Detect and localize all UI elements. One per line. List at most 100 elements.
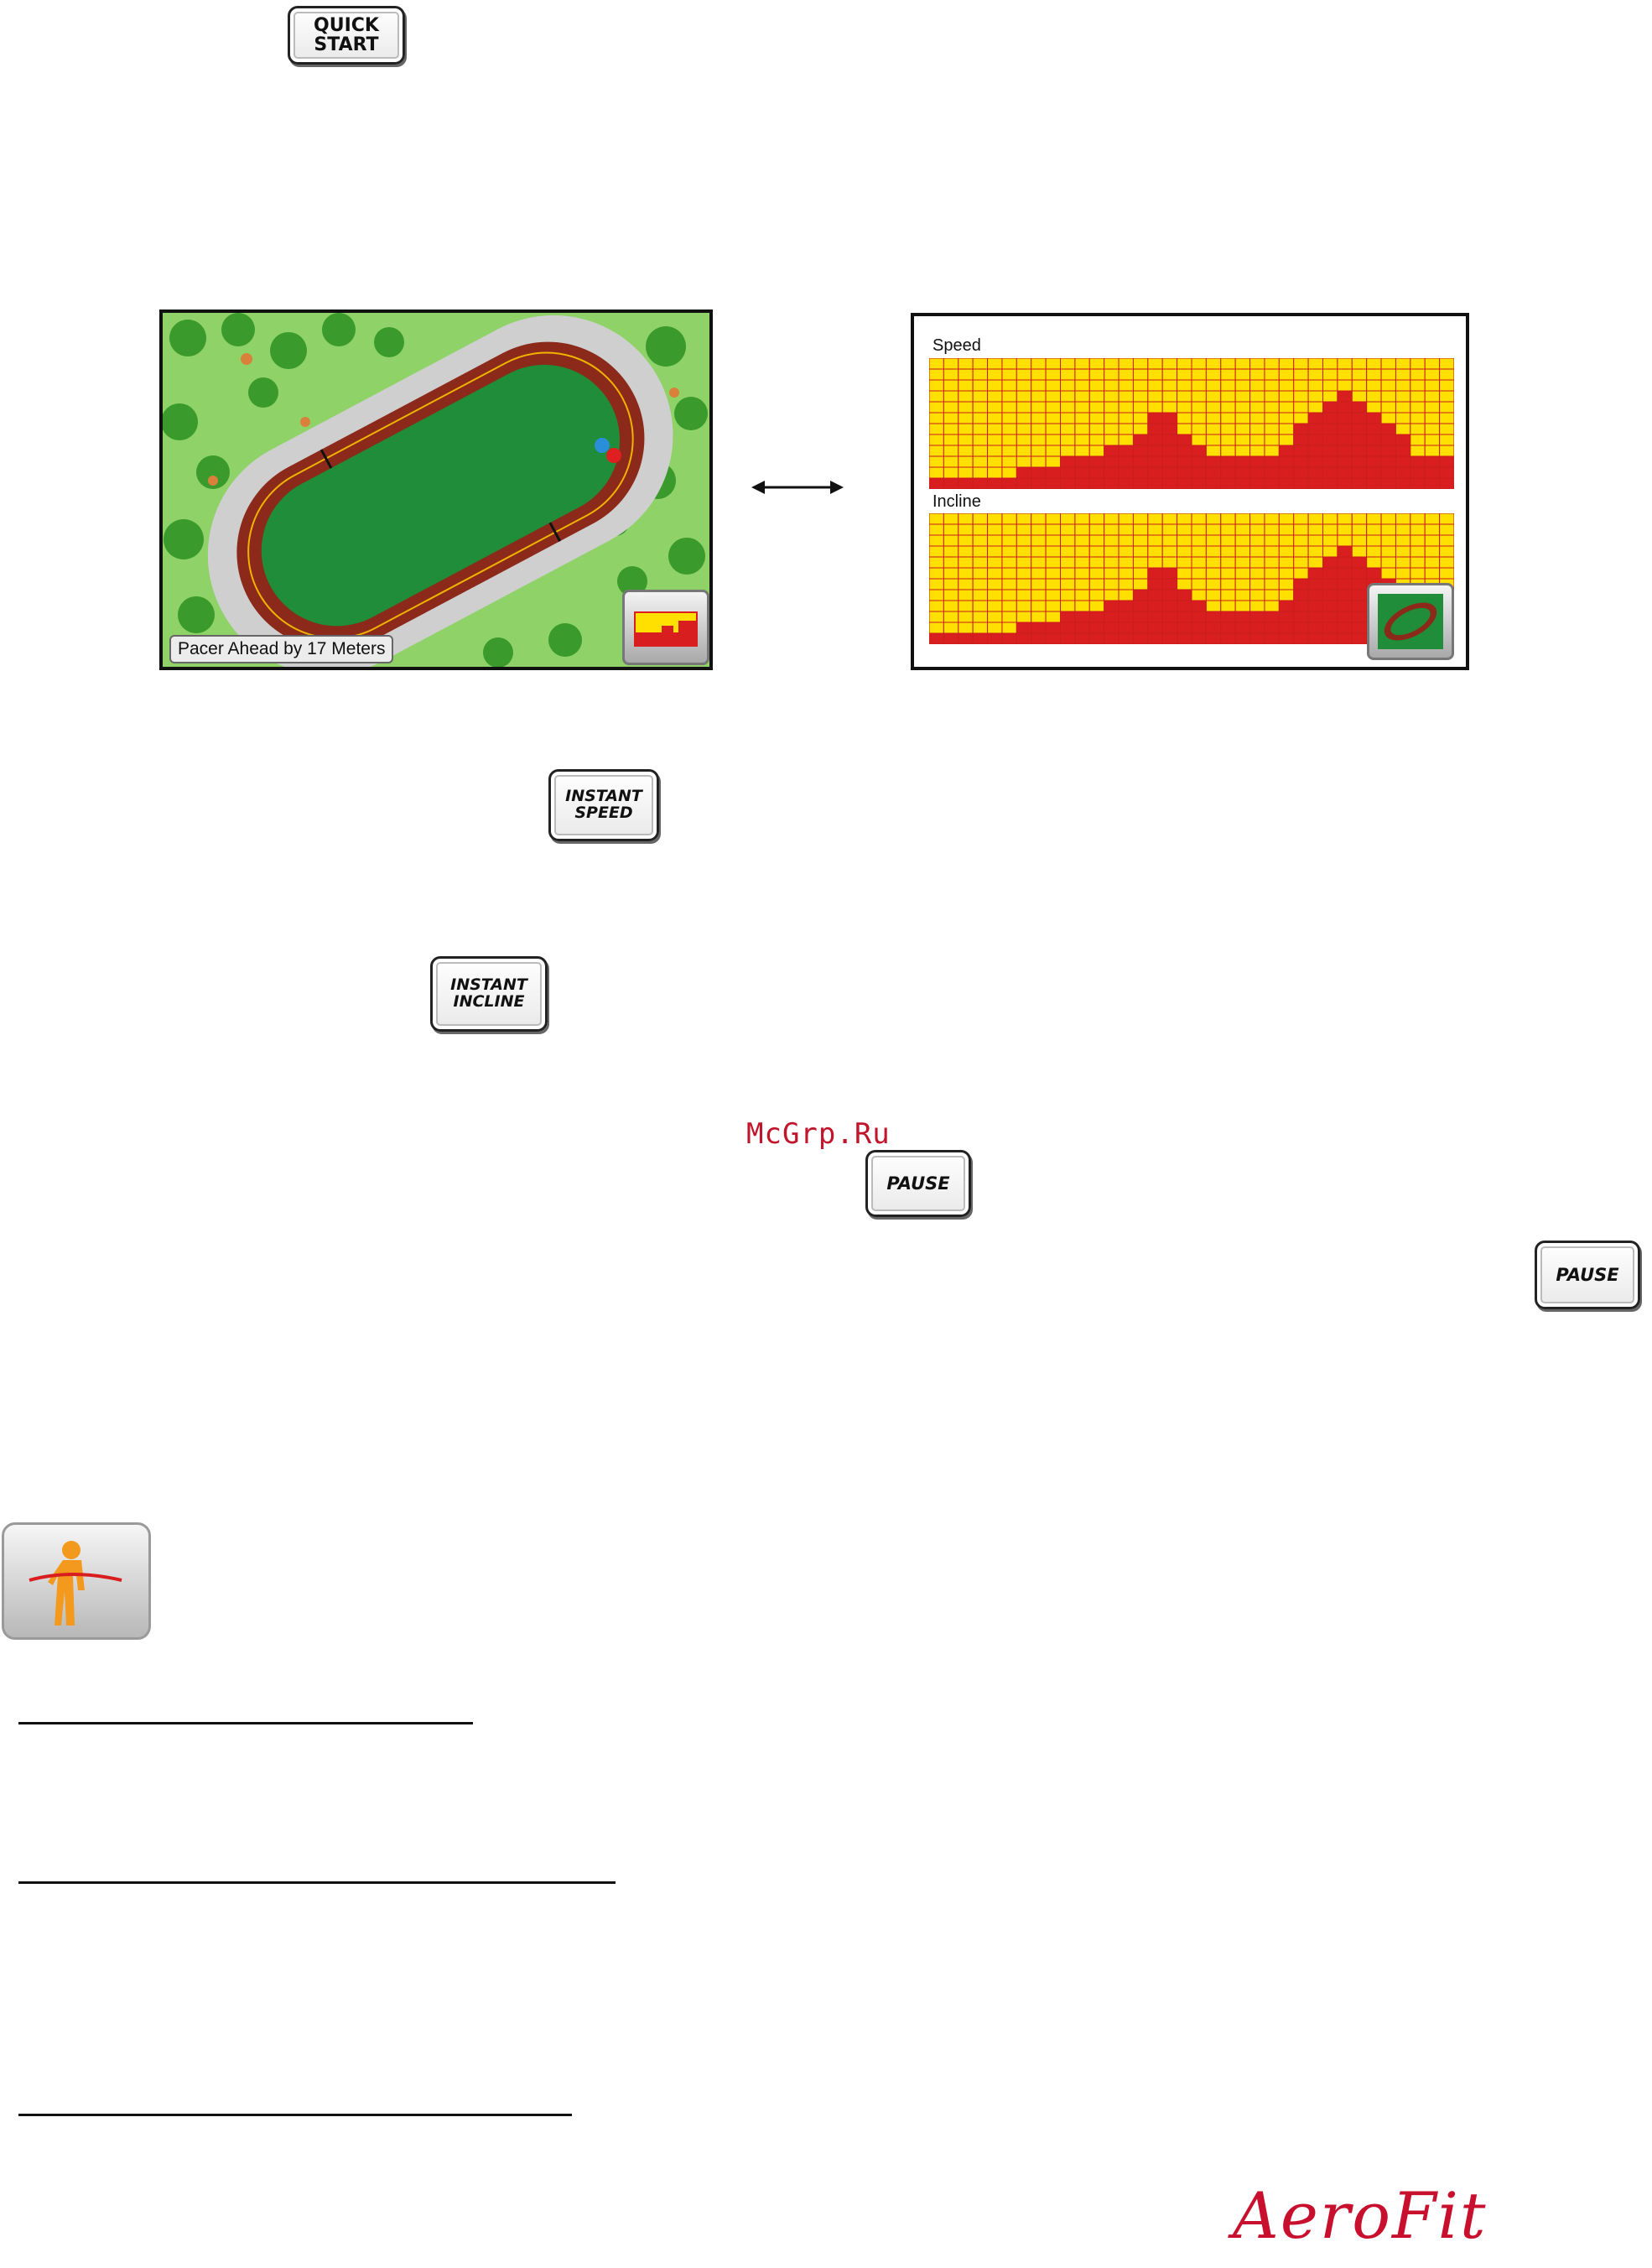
speed-cell xyxy=(1074,401,1090,414)
speed-cell xyxy=(1366,477,1382,489)
speed-cell xyxy=(1278,401,1295,414)
speed-cell xyxy=(958,445,974,457)
incline-cell xyxy=(943,545,959,558)
incline-cell xyxy=(1249,589,1265,601)
speed-cell xyxy=(1424,477,1441,489)
speed-cell xyxy=(1380,445,1396,457)
speed-cell xyxy=(1249,466,1265,479)
incline-cell xyxy=(1220,611,1236,623)
incline-cell xyxy=(987,632,1003,644)
speed-cell xyxy=(1074,477,1090,489)
speed-cell xyxy=(1439,412,1454,424)
speed-cell xyxy=(1351,477,1368,489)
speed-cell xyxy=(1278,466,1295,479)
incline-cell xyxy=(1045,578,1061,590)
incline-cell xyxy=(1060,513,1076,525)
speed-cell xyxy=(1074,423,1090,435)
incline-cell xyxy=(1016,567,1032,580)
incline-cell xyxy=(1074,611,1090,623)
incline-cell xyxy=(958,632,974,644)
speed-cell xyxy=(1088,445,1105,457)
speed-cell xyxy=(1205,423,1222,435)
incline-cell xyxy=(1074,589,1090,601)
speed-cell xyxy=(1264,412,1280,424)
incline-cell xyxy=(1322,567,1338,580)
instant-speed-line1: INSTANT xyxy=(565,787,642,806)
track-icon xyxy=(1378,594,1443,649)
switch-to-profile-button[interactable] xyxy=(622,590,709,665)
incline-cell xyxy=(1278,534,1295,547)
speed-cell xyxy=(1060,368,1076,381)
incline-cell xyxy=(1293,545,1309,558)
incline-cell xyxy=(1410,567,1426,580)
incline-cell xyxy=(1147,534,1163,547)
incline-cell xyxy=(1293,534,1309,547)
speed-cell xyxy=(1380,412,1396,424)
instant-speed-button[interactable]: INSTANT SPEED xyxy=(548,769,659,841)
speed-cell xyxy=(1395,445,1411,457)
quick-start-button[interactable]: QUICK START xyxy=(288,6,405,65)
speed-cell xyxy=(1234,379,1251,392)
incline-cell xyxy=(943,523,959,536)
incline-cell xyxy=(1351,600,1368,612)
speed-cell xyxy=(1132,412,1149,424)
incline-cell xyxy=(1177,567,1192,580)
speed-cell xyxy=(1395,434,1411,446)
speed-cell xyxy=(1366,466,1382,479)
speed-cell xyxy=(1278,358,1295,370)
incline-cell xyxy=(1205,534,1222,547)
incline-cell xyxy=(1132,567,1149,580)
speed-cell xyxy=(1293,423,1309,435)
pause-button-secondary[interactable]: PAUSE xyxy=(1535,1241,1640,1309)
incline-cell xyxy=(958,567,974,580)
incline-cell xyxy=(1161,545,1178,558)
speed-cell xyxy=(972,455,989,468)
speed-cell xyxy=(1322,390,1338,403)
incline-cell xyxy=(958,578,974,590)
speed-cell xyxy=(1104,401,1120,414)
incline-cell xyxy=(1220,556,1236,569)
speed-cell xyxy=(1147,423,1163,435)
incline-cell xyxy=(1249,600,1265,612)
speed-cell xyxy=(1060,455,1076,468)
incline-cell xyxy=(1191,632,1207,644)
incline-cell xyxy=(1191,578,1207,590)
instant-incline-button[interactable]: INSTANT INCLINE xyxy=(430,956,548,1032)
incline-cell xyxy=(1177,622,1192,634)
speed-cell xyxy=(1366,445,1382,457)
incline-cell xyxy=(929,556,944,569)
incline-cell xyxy=(1001,513,1017,525)
incline-cell xyxy=(1031,545,1047,558)
speed-cell xyxy=(1307,401,1323,414)
speed-label: Speed xyxy=(932,336,981,355)
incline-cell xyxy=(1220,632,1236,644)
speed-cell xyxy=(1177,455,1192,468)
speed-cell xyxy=(929,368,944,381)
speed-cell xyxy=(1351,423,1368,435)
speed-cell xyxy=(1410,401,1426,414)
speed-cell xyxy=(1337,368,1353,381)
speed-cell xyxy=(1161,434,1178,446)
speed-cell xyxy=(929,379,944,392)
finish-line-button[interactable] xyxy=(2,1522,151,1640)
instant-incline-line1: INSTANT xyxy=(450,975,527,995)
incline-cell xyxy=(1278,611,1295,623)
incline-cell xyxy=(1278,578,1295,590)
switch-to-track-button[interactable] xyxy=(1367,583,1454,660)
incline-cell xyxy=(1016,513,1032,525)
speed-cell xyxy=(1264,477,1280,489)
incline-cell xyxy=(1337,513,1353,525)
incline-cell xyxy=(1060,567,1076,580)
speed-cell xyxy=(958,477,974,489)
incline-cell xyxy=(1031,611,1047,623)
speed-cell xyxy=(943,401,959,414)
incline-cell xyxy=(1104,523,1120,536)
incline-cell xyxy=(987,589,1003,601)
incline-cell xyxy=(1293,513,1309,525)
incline-cell xyxy=(1351,632,1368,644)
speed-cell xyxy=(1307,368,1323,381)
speed-cell xyxy=(1104,455,1120,468)
incline-cell xyxy=(1045,622,1061,634)
pause-button[interactable]: PAUSE xyxy=(865,1150,971,1217)
speed-cell xyxy=(1060,445,1076,457)
